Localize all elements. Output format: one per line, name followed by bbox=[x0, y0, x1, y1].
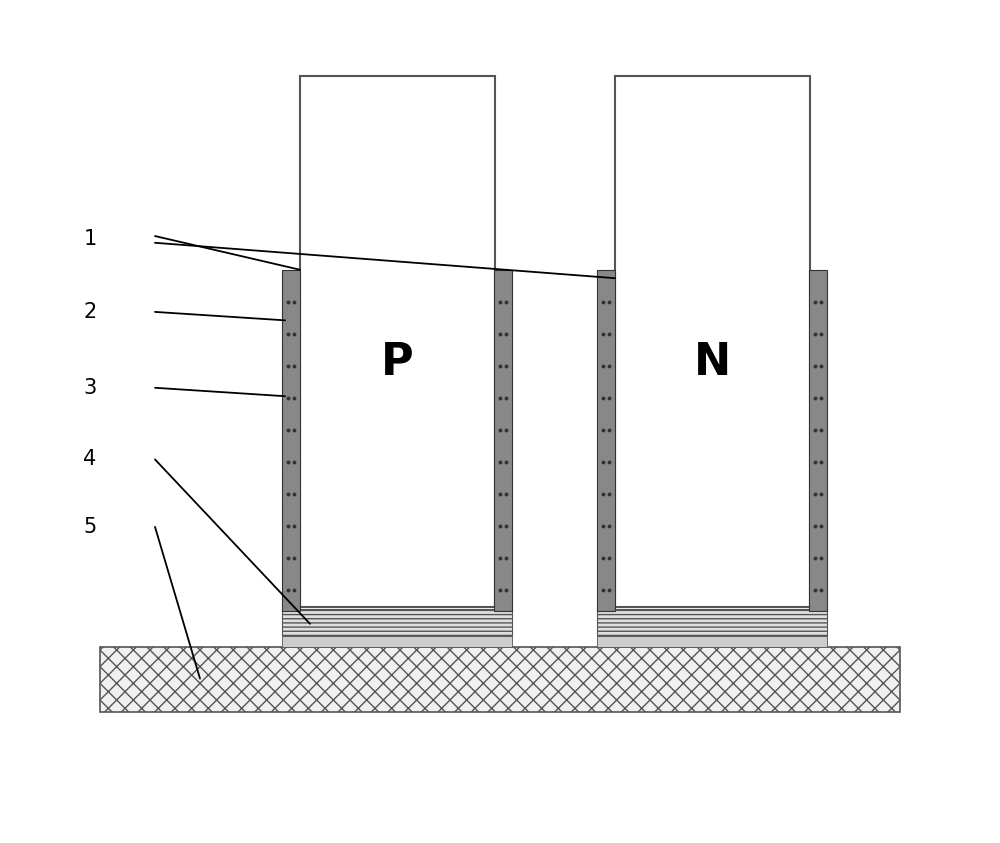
Text: 5: 5 bbox=[83, 517, 97, 537]
Text: 1: 1 bbox=[83, 229, 97, 250]
Bar bbox=[282, 270, 300, 611]
Bar bbox=[300, 76, 495, 607]
Bar bbox=[597, 636, 827, 647]
Bar bbox=[282, 636, 512, 647]
Bar bbox=[100, 647, 900, 712]
Bar bbox=[809, 270, 827, 611]
Bar bbox=[597, 609, 827, 636]
Bar bbox=[597, 270, 615, 611]
Bar bbox=[282, 609, 512, 636]
Text: P: P bbox=[381, 341, 413, 384]
Bar bbox=[494, 270, 512, 611]
Text: 4: 4 bbox=[83, 449, 97, 470]
Text: 2: 2 bbox=[83, 302, 97, 322]
Bar bbox=[615, 76, 810, 607]
Text: 3: 3 bbox=[83, 378, 97, 398]
Text: N: N bbox=[693, 341, 731, 384]
